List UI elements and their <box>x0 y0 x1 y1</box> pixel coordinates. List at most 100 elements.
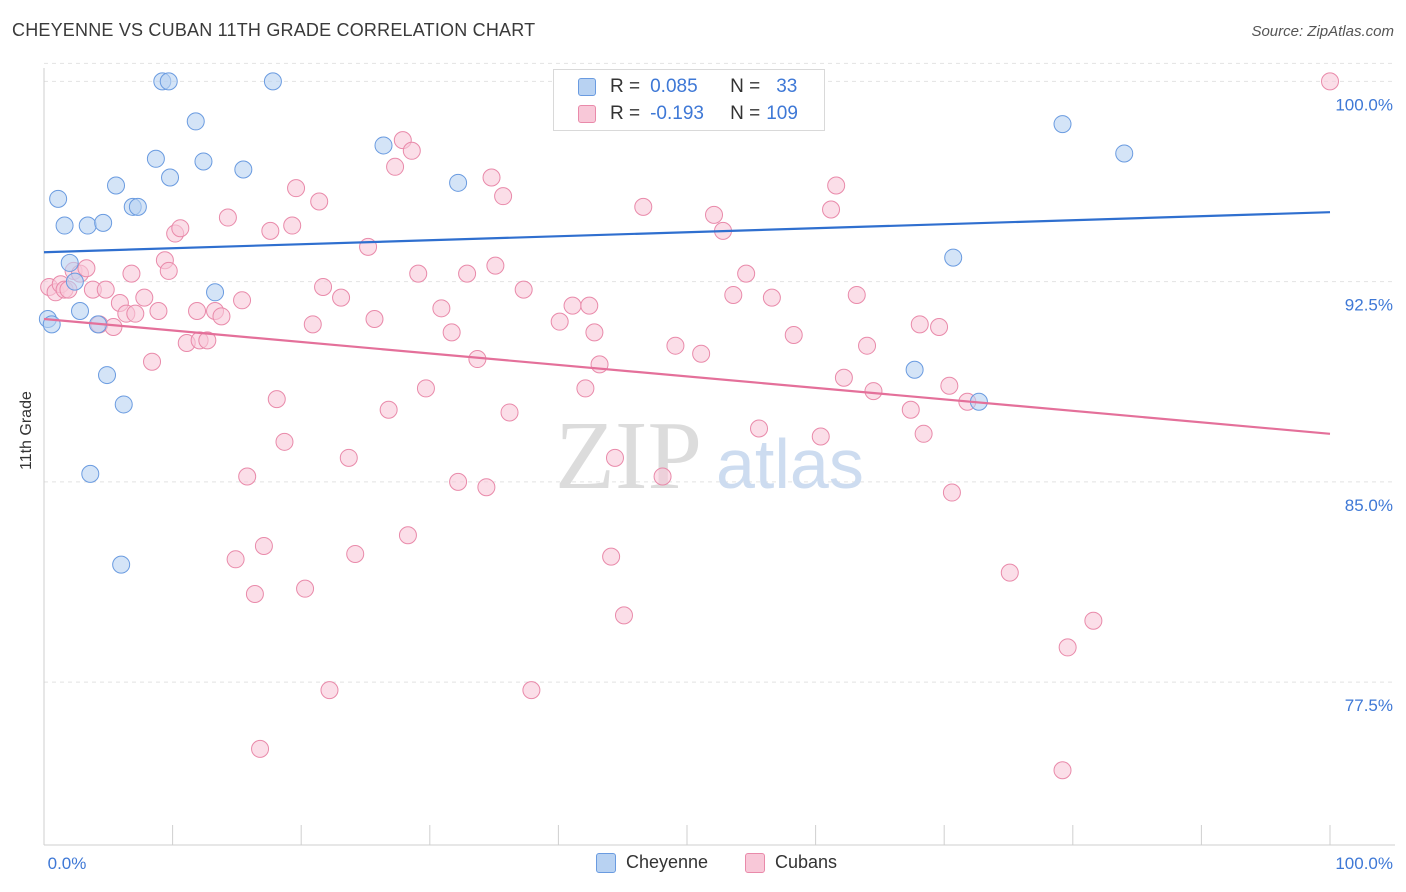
cubans-point <box>104 318 123 337</box>
cubans-point <box>251 739 270 758</box>
cheyenne-point <box>234 160 253 179</box>
cheyenne-point <box>107 176 126 195</box>
cubans-point <box>1058 638 1077 657</box>
cubans-point <box>320 681 339 700</box>
cubans-point <box>585 323 604 342</box>
cheyenne-point <box>449 173 468 192</box>
x-tick-label: 0.0% <box>48 854 87 873</box>
cubans-point <box>442 323 461 342</box>
cubans-point <box>346 544 365 563</box>
cubans-point <box>514 280 533 299</box>
y-tick-label: 85.0% <box>1345 496 1393 515</box>
cheyenne-point <box>78 216 97 235</box>
cubans-point <box>122 264 141 283</box>
cheyenne-point <box>194 152 213 171</box>
cubans-point <box>614 606 633 625</box>
cubans-point <box>705 205 724 224</box>
cubans-swatch <box>578 105 596 123</box>
cubans-point <box>634 197 653 216</box>
watermark: ZIP atlas <box>555 402 864 510</box>
cubans-point <box>942 483 961 502</box>
legend-item-cubans: Cubans <box>745 852 837 873</box>
cheyenne-point <box>374 136 393 155</box>
legend-row-cubans: R = -0.193 N = 109 <box>578 102 798 126</box>
cubans-point <box>576 379 595 398</box>
cheyenne-point <box>206 283 225 302</box>
legend-item-cheyenne: Cheyenne <box>596 852 708 873</box>
cubans-point <box>1084 611 1103 630</box>
cubans-point <box>339 448 358 467</box>
cubans-point <box>226 550 245 569</box>
cubans-point <box>143 352 162 371</box>
cheyenne-point <box>81 464 100 483</box>
cubans-point <box>233 291 252 310</box>
cubans-point <box>910 315 929 334</box>
cubans-point <box>486 256 505 275</box>
cubans-point <box>811 427 830 446</box>
watermark-zip: ZIP <box>555 402 702 510</box>
cubans-point <box>171 219 190 238</box>
cubans-point <box>602 547 621 566</box>
cubans-point <box>858 336 877 355</box>
cheyenne-point <box>186 112 205 131</box>
cubans-point <box>653 467 672 486</box>
cubans-point <box>605 448 624 467</box>
legend-row-cheyenne: R = 0.085 N = 33 <box>578 75 797 99</box>
y-tick-label: 100.0% <box>1335 95 1393 114</box>
cubans-point <box>1321 72 1339 91</box>
cheyenne-swatch <box>578 78 596 96</box>
cheyenne-point <box>71 301 90 320</box>
cubans-point <box>563 296 582 315</box>
legend-label: Cubans <box>775 852 838 872</box>
n-value: 33 <box>776 76 798 97</box>
cubans-point <box>847 285 866 304</box>
cubans-point <box>402 141 421 160</box>
cheyenne-point <box>159 72 178 91</box>
cheyenne-point <box>128 197 147 216</box>
cubans-point <box>494 187 513 206</box>
r-value: -0.193 <box>650 103 704 124</box>
y-tick-label: 77.5% <box>1345 696 1393 715</box>
cubans-point <box>940 376 959 395</box>
cubans-point <box>482 168 501 187</box>
cubans-point <box>365 309 384 328</box>
cubans-point <box>218 208 237 227</box>
cubans-point <box>135 288 154 307</box>
r-label: R = <box>610 76 641 97</box>
cheyenne-point <box>1115 144 1134 163</box>
cheyenne-point <box>161 168 180 187</box>
cubans-point <box>245 585 264 604</box>
trend-lines <box>43 211 1331 435</box>
cubans-point <box>296 579 315 598</box>
n-label: N = <box>730 76 761 97</box>
cheyenne-point <box>1053 115 1072 134</box>
cubans-point <box>332 288 351 307</box>
cheyenne-legend-swatch <box>596 852 616 873</box>
cubans-point <box>149 301 168 320</box>
tick-labels: 77.5% 85.0% 92.5% 100.0% 0.0% 100.0% <box>48 95 1393 873</box>
cubans-point <box>737 264 756 283</box>
cubans-point <box>212 307 231 326</box>
cubans-point <box>724 285 743 304</box>
x-tick-label: 100.0% <box>1335 854 1393 873</box>
cubans-point <box>314 277 333 296</box>
cheyenne-point <box>55 216 74 235</box>
source-label: Source: ZipAtlas.com <box>1251 23 1394 40</box>
cubans-point <box>784 326 803 345</box>
cubans-point <box>379 400 398 419</box>
cubans-point <box>432 299 451 318</box>
cubans-point <box>386 157 405 176</box>
cubans-point <box>1053 761 1072 780</box>
cubans-point <box>590 355 609 374</box>
cubans-point <box>287 179 306 198</box>
cubans-point <box>303 315 322 334</box>
cubans-point <box>827 176 846 195</box>
series-cheyenne <box>38 72 1134 574</box>
cheyenne-point <box>146 149 165 168</box>
r-value: 0.085 <box>650 76 698 97</box>
cheyenne-point <box>944 248 963 267</box>
cubans-point <box>398 526 417 545</box>
cubans-point <box>267 390 286 409</box>
cubans-point <box>96 280 115 299</box>
